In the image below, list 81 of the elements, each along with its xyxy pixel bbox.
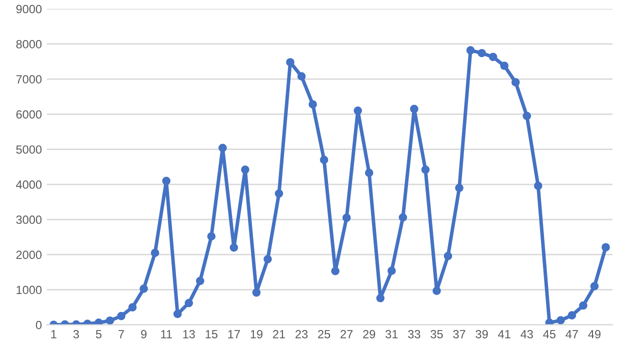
point <box>297 72 306 80</box>
point <box>106 316 114 325</box>
point <box>410 104 418 114</box>
point <box>94 318 103 325</box>
x-tick-label: 29 <box>363 330 376 338</box>
x-tick-label: 5 <box>96 330 102 338</box>
point <box>184 298 194 308</box>
point <box>398 213 408 222</box>
x-tick-label: 3 <box>73 330 79 338</box>
point <box>590 282 599 290</box>
x-tick-label: 33 <box>408 330 420 338</box>
point <box>444 252 452 260</box>
x-tick-label: 49 <box>588 330 600 338</box>
y-tick-label: 5000 <box>16 145 42 154</box>
point <box>196 276 204 286</box>
point <box>286 58 294 66</box>
point <box>331 266 340 276</box>
x-tick-label: 15 <box>206 330 218 338</box>
point <box>602 243 610 252</box>
x-tick-label: 7 <box>118 330 124 338</box>
y-tick-label: 8000 <box>16 40 42 48</box>
x-tick-label: 11 <box>161 330 172 338</box>
point <box>432 286 441 295</box>
x-tick-label: 47 <box>566 330 578 338</box>
point <box>150 248 160 258</box>
point <box>488 52 498 62</box>
x-tick-label: 31 <box>386 330 398 338</box>
point <box>252 288 261 297</box>
point <box>173 310 182 318</box>
point <box>308 100 317 109</box>
y-tick-label: 7000 <box>16 75 42 84</box>
y-tick-label: 0 <box>36 320 42 330</box>
point <box>354 106 362 115</box>
point <box>241 165 250 174</box>
point <box>511 78 520 86</box>
point <box>568 311 576 320</box>
x-tick-label: 23 <box>296 330 308 338</box>
point <box>320 156 328 164</box>
point <box>455 184 464 192</box>
point <box>274 189 284 198</box>
x-tick-label: 9 <box>141 330 146 338</box>
y-tick-label: 6000 <box>16 110 42 119</box>
point <box>522 112 532 120</box>
point <box>264 255 272 264</box>
point <box>117 312 126 320</box>
point <box>478 48 486 58</box>
x-tick-label: 35 <box>430 330 443 338</box>
point <box>364 168 374 177</box>
point <box>545 318 554 325</box>
x-tick-label: 41 <box>498 330 510 338</box>
x-tick-label: 43 <box>520 330 533 338</box>
y-tick-label: 1000 <box>16 286 42 294</box>
x-tick-label: 13 <box>183 330 195 338</box>
point <box>421 165 430 174</box>
x-tick-label: 37 <box>453 330 466 338</box>
point <box>342 214 351 222</box>
x-tick-label: 27 <box>340 330 353 338</box>
y-tick-label: 3000 <box>16 216 42 224</box>
point <box>162 176 170 186</box>
x-tick-label: 1 <box>51 330 56 338</box>
y-tick-label: 9000 <box>16 4 42 14</box>
point <box>556 316 565 324</box>
x-tick-label: 39 <box>476 330 488 338</box>
point <box>500 62 508 70</box>
point <box>387 266 396 275</box>
y-tick-label: 2000 <box>16 250 42 260</box>
point <box>534 182 542 190</box>
point <box>230 243 238 252</box>
point <box>579 301 588 310</box>
point <box>207 232 216 241</box>
point <box>140 284 148 293</box>
x-tick-label: 45 <box>543 330 556 338</box>
x-tick-label: 17 <box>228 330 240 338</box>
point <box>128 303 137 312</box>
x-tick-label: 21 <box>273 330 285 338</box>
point <box>218 144 227 152</box>
y-tick-label: 4000 <box>16 180 42 189</box>
point <box>376 294 385 302</box>
point <box>466 46 475 54</box>
x-tick-label: 25 <box>318 330 330 338</box>
x-tick-label: 19 <box>250 330 262 338</box>
